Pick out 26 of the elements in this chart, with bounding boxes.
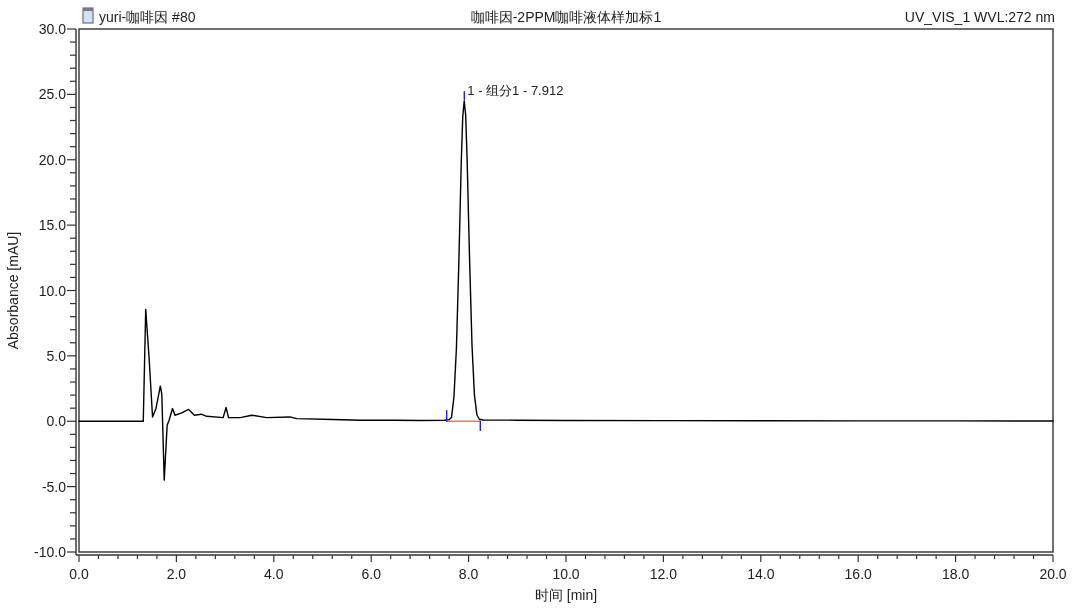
- chart-title: 咖啡因-2PPM咖啡液体样加标1: [470, 9, 662, 25]
- chart-subtitle: yuri-咖啡因 #80: [99, 9, 196, 25]
- x-tick-label: 8.0: [458, 566, 479, 582]
- x-tick-label: 6.0: [361, 566, 382, 582]
- y-tick-label: -10.0: [34, 544, 67, 560]
- x-tick-label: 0.0: [69, 566, 89, 582]
- y-tick-label: 0.0: [46, 413, 67, 430]
- y-tick-label: 25.0: [38, 86, 67, 103]
- y-axis-title: Absorbance [mAU]: [5, 231, 21, 350]
- x-tick-label: 14.0: [747, 566, 775, 582]
- text: UV_VIS_1 WVL:272 nm: [904, 9, 1055, 25]
- x-axis-title: 时间 [min]: [534, 587, 598, 603]
- y-tick-label: -5.0: [41, 478, 67, 495]
- x-tick-label: 2.0: [166, 566, 187, 582]
- x-tick-label: 12.0: [649, 566, 678, 582]
- y-tick-label: 5.0: [46, 347, 67, 364]
- y-tick-label: 10.0: [38, 282, 67, 299]
- x-tick-label: 10.0: [552, 566, 580, 582]
- y-tick-label: 30.0: [38, 21, 67, 37]
- y-tick-label: 15.0: [38, 217, 67, 234]
- x-tick-label: 16.0: [844, 566, 873, 582]
- y-tick-label: 20.0: [38, 151, 67, 168]
- x-tick-label: 18.0: [941, 566, 970, 582]
- x-tick-label: 4.0: [264, 566, 284, 582]
- annotation: 1 - 组分1 - 7.912: [467, 83, 564, 99]
- x-tick-label: 20.0: [1039, 566, 1067, 582]
